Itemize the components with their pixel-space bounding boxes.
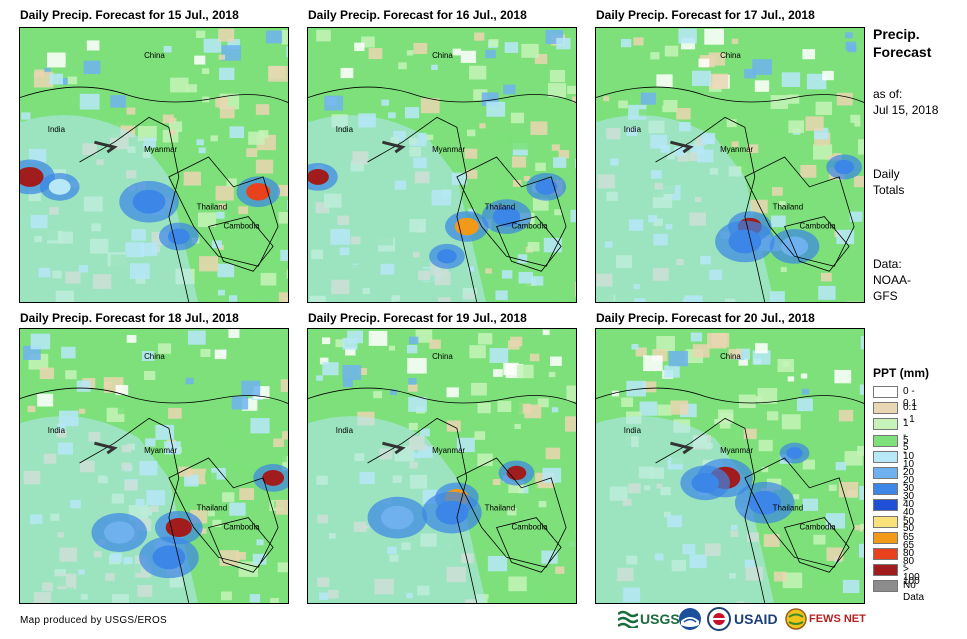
sidebar-heading: Precip. Forecast	[873, 25, 931, 61]
usgs-wave-icon	[618, 610, 638, 628]
china-label: China	[144, 51, 165, 60]
panel-title-1: Daily Precip. Forecast for 15 Jul., 2018	[20, 8, 239, 22]
forecast-map-4: China India Myanmar Thailand Cambodia	[19, 328, 289, 604]
fewsnet-logo: FEWS NET	[785, 606, 866, 632]
cambodia-label: Cambodia	[223, 523, 260, 532]
forecast-map-6: China India Myanmar Thailand Cambodia	[595, 328, 865, 604]
data-source-line3: GFS	[873, 289, 898, 303]
panel-title-2: Daily Precip. Forecast for 16 Jul., 2018	[308, 8, 527, 22]
as-of-date: as of: Jul 15, 2018	[873, 86, 938, 118]
as-of-label: as of:	[873, 87, 903, 101]
myanmar-label: Myanmar	[432, 145, 465, 154]
thailand-label: Thailand	[485, 203, 515, 212]
legend-swatch	[873, 515, 898, 528]
legend-swatch	[873, 499, 898, 512]
legend-swatch	[873, 531, 898, 544]
sidebar-heading-line1: Precip.	[873, 26, 920, 42]
forecast-map-3: China India Myanmar Thailand Cambodia	[595, 27, 865, 303]
myanmar-label: Myanmar	[432, 446, 465, 455]
legend-label: 80 - 100	[903, 547, 920, 583]
noaa-logo	[678, 606, 702, 632]
legend-label: No Data	[903, 580, 925, 604]
cambodia-label: Cambodia	[223, 222, 260, 231]
totals-line1: Daily	[873, 167, 900, 181]
thailand-label: Thailand	[197, 203, 227, 212]
thailand-label: Thailand	[485, 504, 515, 513]
data-source-line2: NOAA-	[873, 273, 912, 287]
cambodia-label: Cambodia	[511, 523, 548, 532]
cambodia-label: Cambodia	[799, 222, 836, 231]
china-label: China	[720, 51, 741, 60]
legend-label: 0.1 - 1	[903, 402, 917, 426]
legend-swatch	[873, 466, 898, 479]
map-credit: Map produced by USGS/EROS	[20, 615, 168, 626]
data-source: Data: NOAA- GFS	[873, 256, 911, 304]
legend-swatch	[873, 483, 898, 496]
legend-label: 20 - 30	[903, 466, 915, 502]
legend-swatch	[873, 564, 898, 577]
legend-label: > 100	[903, 564, 920, 588]
forecast-map-2: China India Myanmar Thailand Cambodia	[307, 27, 577, 303]
data-source-line1: Data:	[873, 257, 902, 271]
legend-swatch	[873, 418, 898, 431]
cambodia-label: Cambodia	[799, 523, 836, 532]
panel-title-5: Daily Precip. Forecast for 19 Jul., 2018	[308, 311, 527, 325]
india-label: India	[48, 426, 66, 435]
india-label: India	[624, 125, 642, 134]
fewsnet-logo-text: FEWS NET	[809, 613, 866, 625]
myanmar-label: Myanmar	[144, 145, 177, 154]
myanmar-label: Myanmar	[144, 446, 177, 455]
myanmar-label: Myanmar	[720, 446, 753, 455]
myanmar-label: Myanmar	[720, 145, 753, 154]
legend-swatch	[873, 547, 898, 560]
legend-swatch	[873, 386, 898, 398]
legend-title: PPT (mm)	[873, 366, 930, 380]
china-label: China	[432, 352, 453, 361]
legend-label: 30 - 40	[903, 483, 915, 519]
legend-label: 50 - 65	[903, 515, 915, 551]
panel-title-3: Daily Precip. Forecast for 17 Jul., 2018	[596, 8, 815, 22]
thailand-label: Thailand	[773, 504, 803, 513]
china-label: China	[144, 352, 165, 361]
legend-swatch	[873, 580, 898, 593]
legend-label: 5 - 10	[903, 434, 915, 470]
usaid-seal-icon	[707, 607, 731, 631]
totals-note: Daily Totals	[873, 166, 904, 198]
legend-label: 65 - 80	[903, 531, 915, 567]
india-label: India	[336, 125, 354, 134]
totals-line2: Totals	[873, 183, 905, 197]
usaid-logo-text: USAID	[734, 611, 778, 627]
legend-label: 0 - 0.1	[903, 386, 917, 409]
usgs-logo: USGS	[618, 606, 680, 632]
legend-swatch	[873, 434, 898, 447]
usgs-logo-text: USGS	[640, 611, 680, 627]
china-label: China	[720, 352, 741, 361]
india-label: India	[336, 426, 354, 435]
panel-title-6: Daily Precip. Forecast for 20 Jul., 2018	[596, 311, 815, 325]
legend-label: 40 - 50	[903, 499, 915, 535]
forecast-map-1: China India Myanmar Thailand Cambodia	[19, 27, 289, 303]
thailand-label: Thailand	[773, 203, 803, 212]
china-label: China	[432, 51, 453, 60]
legend-label: 10 - 20	[903, 450, 915, 486]
thailand-label: Thailand	[197, 504, 227, 513]
legend-label: 1 - 5	[903, 418, 909, 454]
as-of-value: Jul 15, 2018	[873, 103, 939, 117]
cambodia-label: Cambodia	[511, 222, 548, 231]
forecast-map-5: China India Myanmar Thailand Cambodia	[307, 328, 577, 604]
india-label: India	[624, 426, 642, 435]
sidebar-heading-line2: Forecast	[873, 44, 932, 60]
panel-title-4: Daily Precip. Forecast for 18 Jul., 2018	[20, 311, 239, 325]
legend-swatch	[873, 402, 898, 415]
noaa-seal-icon	[679, 608, 701, 630]
usaid-logo: USAID	[707, 606, 778, 632]
legend-swatch	[873, 450, 898, 463]
india-label: India	[48, 125, 66, 134]
fewsnet-globe-icon	[785, 608, 807, 630]
